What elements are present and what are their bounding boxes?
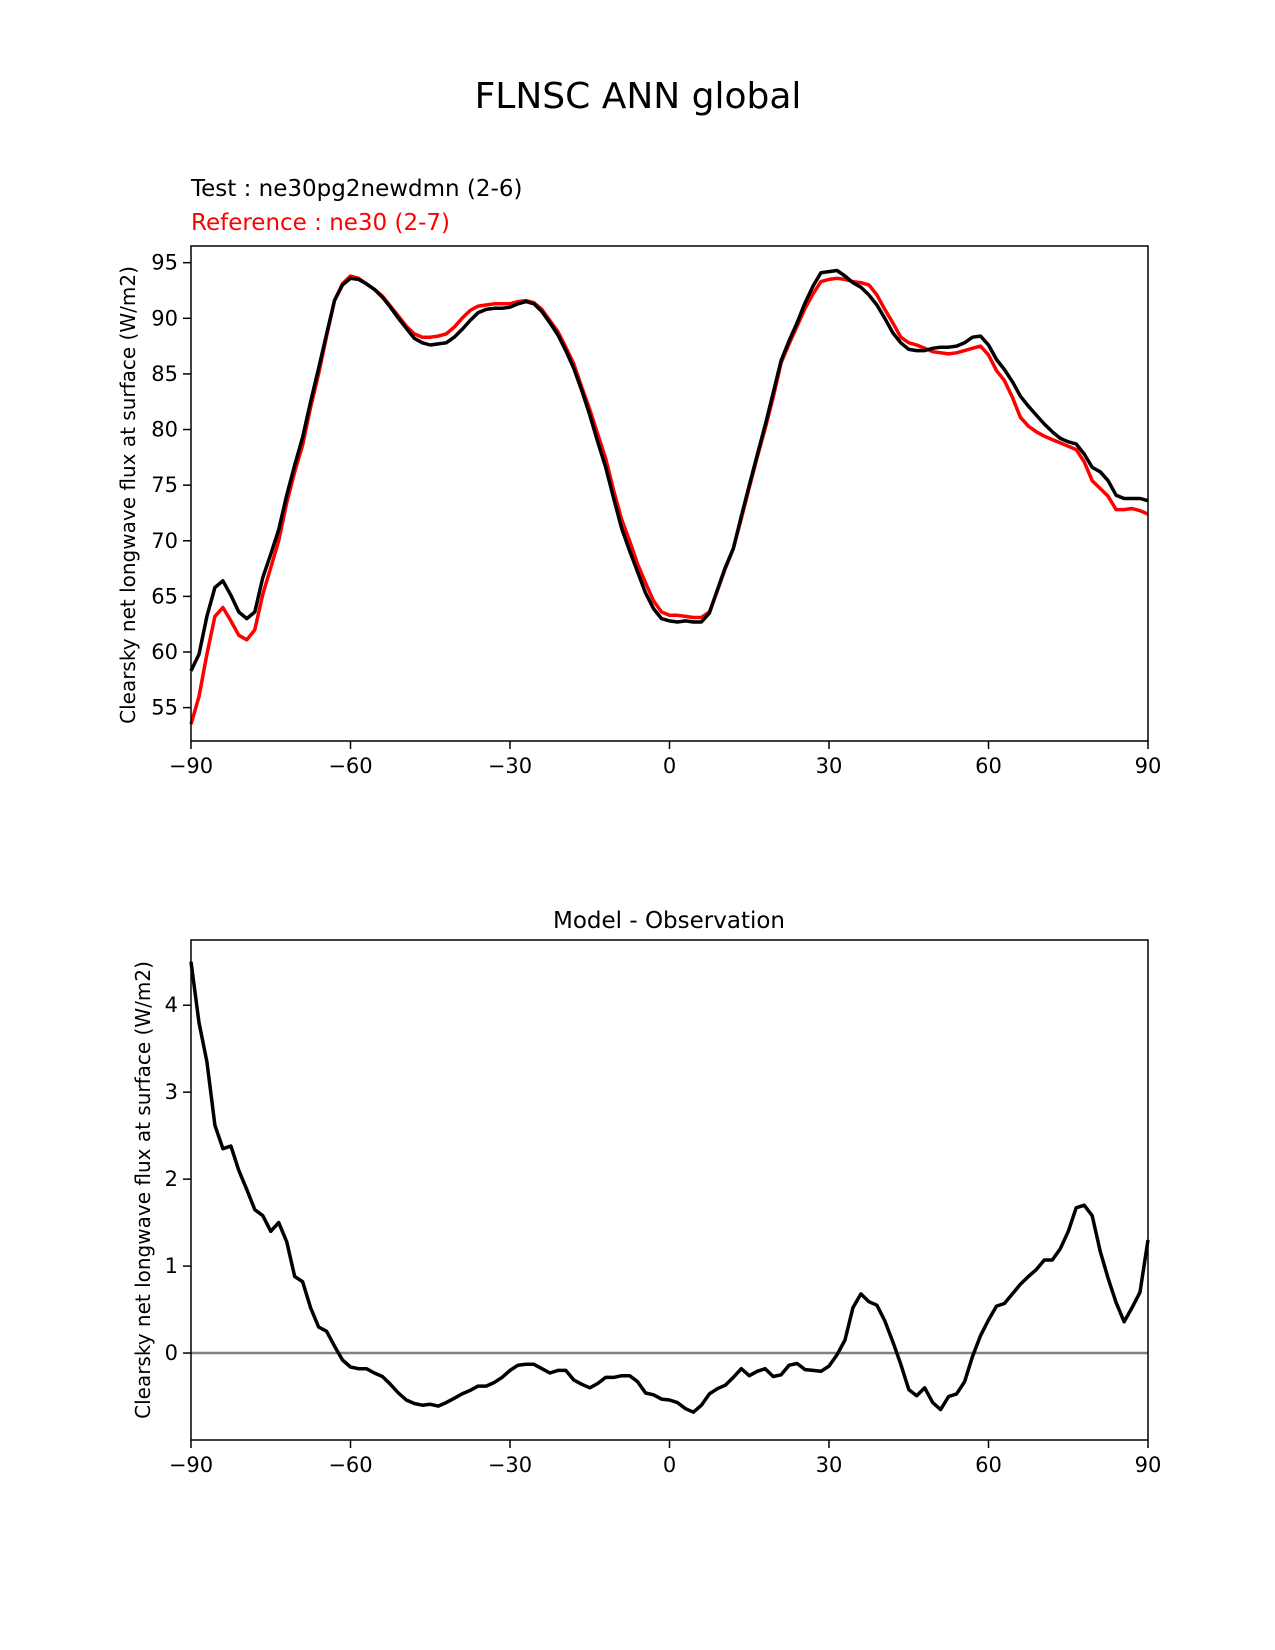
bottom-panel-ylabel: Clearsky net longwave flux at surface (W… (131, 961, 155, 1419)
top-series-line-1 (189, 274, 1149, 725)
top-ytick-label: 55 (151, 696, 178, 720)
bottom-ytick-label: 4 (165, 993, 178, 1017)
top-ytick-label: 75 (151, 473, 178, 497)
top-panel-ticks: −90 −60 −30 0 30 60 90 55 60 65 70 75 80 85 90 95 (151, 251, 1161, 778)
top-xtick-label: −30 (488, 754, 532, 778)
top-ytick-label: 95 (151, 251, 178, 275)
legend-reference-label: Reference : ne30 (2-7) (191, 210, 450, 236)
top-panel-frame (190, 245, 1149, 742)
bottom-xtick-label: 0 (663, 1453, 676, 1477)
bottom-panel-title: Model - Observation (553, 908, 785, 934)
bottom-panel-frame (190, 939, 1149, 1441)
top-ytick-label: 90 (151, 306, 178, 330)
top-ytick-label: 65 (151, 584, 178, 608)
bottom-panel-series (189, 961, 1150, 1414)
top-ytick-label: 70 (151, 529, 178, 553)
top-xtick-label: −60 (328, 754, 372, 778)
bottom-ytick-label: 0 (165, 1341, 178, 1365)
top-xtick-label: 0 (663, 754, 676, 778)
top-panel-series (189, 268, 1149, 725)
bottom-panel: Model - Observation Clearsky net longwav… (131, 908, 1161, 1477)
bottom-xtick-label: −60 (328, 1453, 372, 1477)
top-ytick-label: 85 (151, 362, 178, 386)
bottom-ytick-label: 2 (165, 1167, 178, 1191)
figure-title: FLNSC ANN global (475, 76, 802, 117)
top-panel-ylabel: Clearsky net longwave flux at surface (W… (116, 266, 140, 724)
bottom-xtick-label: 30 (816, 1453, 843, 1477)
top-series-line-0 (189, 268, 1149, 672)
bottom-ytick-label: 1 (165, 1254, 178, 1278)
bottom-xtick-label: 60 (975, 1453, 1002, 1477)
legend-test-label: Test : ne30pg2newdmn (2-6) (190, 176, 522, 202)
top-xtick-label: 30 (816, 754, 843, 778)
bottom-ytick-label: 3 (165, 1080, 178, 1104)
bottom-xtick-label: 90 (1135, 1453, 1162, 1477)
bottom-panel-ticks: −90 −60 −30 0 30 60 90 0 1 2 3 4 (165, 993, 1162, 1477)
top-xtick-label: 60 (975, 754, 1002, 778)
bottom-xtick-label: −30 (488, 1453, 532, 1477)
bottom-series-line-0 (189, 961, 1150, 1414)
top-xtick-label: −90 (169, 754, 213, 778)
bottom-xtick-label: −90 (169, 1453, 213, 1477)
top-ytick-label: 60 (151, 640, 178, 664)
top-panel: Test : ne30pg2newdmn (2-6) Reference : n… (116, 176, 1161, 778)
top-xtick-label: 90 (1135, 754, 1162, 778)
top-ytick-label: 80 (151, 418, 178, 442)
